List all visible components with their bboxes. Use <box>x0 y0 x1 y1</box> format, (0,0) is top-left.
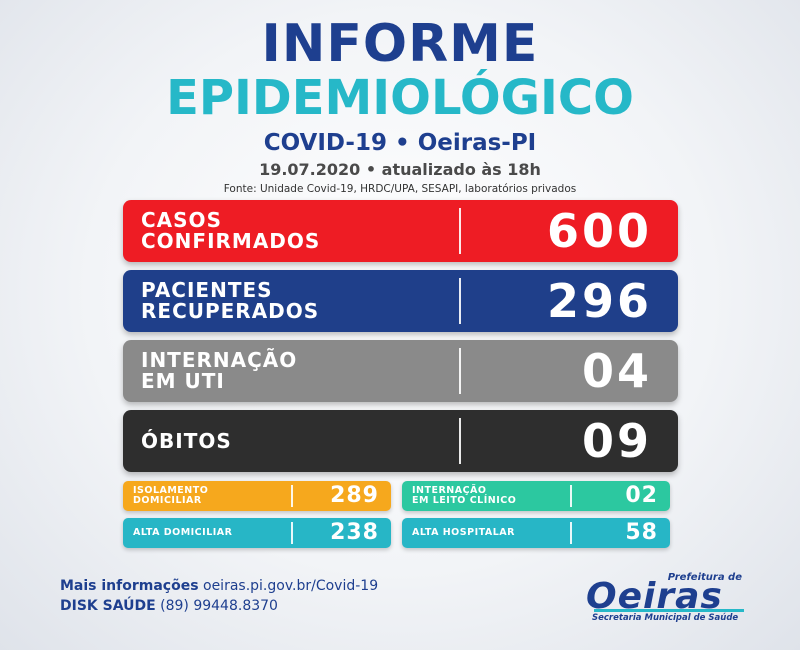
data-source: Fonte: Unidade Covid-19, HRDC/UPA, SESAP… <box>223 183 577 195</box>
stat-value: 09 <box>581 414 652 468</box>
logo-underline <box>594 609 744 612</box>
stat-card-deaths: ÓBITOS 09 <box>123 410 678 472</box>
stat-label-line1: ÓBITOS <box>141 428 232 453</box>
stat-label-line2: DOMICILIAR <box>133 495 202 506</box>
stat-card-home-isolation: ISOLAMENTO DOMICILIAR 289 <box>123 481 391 511</box>
divider <box>459 348 461 394</box>
stat-label: INTERNAÇÃO EM LEITO CLÍNICO <box>412 481 577 511</box>
stat-label: ÓBITOS <box>141 410 461 472</box>
stat-label-line1: ISOLAMENTO <box>133 485 209 496</box>
stat-value: 238 <box>330 520 379 545</box>
stat-card-home-discharge: ALTA DOMICILIAR 238 <box>123 518 391 548</box>
prefeitura-logo: Prefeitura de Oeiras Secretaria Municipa… <box>586 568 746 628</box>
header: INFORME EPIDEMIOLÓGICO COVID-19 • Oeiras… <box>0 18 800 196</box>
stat-card-clinical-bed: INTERNAÇÃO EM LEITO CLÍNICO 02 <box>402 481 670 511</box>
stat-label-line1: CASOS <box>141 208 222 232</box>
stat-value: 02 <box>625 483 658 508</box>
more-info-label: Mais informações <box>60 578 199 594</box>
divider <box>459 278 461 324</box>
divider <box>570 485 572 507</box>
title-informe: INFORME <box>261 14 539 74</box>
stat-label-line2: RECUPERADOS <box>141 299 320 323</box>
stat-card-confirmed: CASOS CONFIRMADOS 600 <box>123 200 678 262</box>
update-date: 19.07.2020 • atualizado às 18h <box>259 160 541 179</box>
stat-label: INTERNAÇÃO EM UTI <box>141 340 461 402</box>
more-info-line: Mais informações oeiras.pi.gov.br/Covid-… <box>60 576 378 596</box>
divider <box>291 485 293 507</box>
footer-info: Mais informações oeiras.pi.gov.br/Covid-… <box>60 576 378 616</box>
logo-top-text: Prefeitura de <box>667 572 742 583</box>
stat-label-line1: INTERNAÇÃO <box>141 348 298 372</box>
stat-value: 600 <box>546 204 652 258</box>
disk-saude-line: DISK SAÚDE (89) 99448.8370 <box>60 596 378 616</box>
divider <box>291 522 293 544</box>
logo-bottom-text: Secretaria Municipal de Saúde <box>592 613 739 623</box>
stat-label: PACIENTES RECUPERADOS <box>141 270 461 332</box>
stat-label: ALTA DOMICILIAR <box>133 518 298 548</box>
stat-value: 289 <box>330 483 379 508</box>
divider <box>459 208 461 254</box>
stat-label: CASOS CONFIRMADOS <box>141 200 461 262</box>
stat-label-line2: EM LEITO CLÍNICO <box>412 495 517 506</box>
stat-label: ISOLAMENTO DOMICILIAR <box>133 481 298 511</box>
stat-value: 58 <box>625 520 658 545</box>
disk-saude-phone: (89) 99448.8370 <box>160 598 278 614</box>
more-info-url[interactable]: oeiras.pi.gov.br/Covid-19 <box>203 578 379 594</box>
disk-saude-label: DISK SAÚDE <box>60 598 156 614</box>
divider <box>459 418 461 464</box>
stat-label-line2: CONFIRMADOS <box>141 229 321 253</box>
stat-label-line1: INTERNAÇÃO <box>412 485 487 496</box>
stat-label-line1: PACIENTES <box>141 278 273 302</box>
stat-label: ALTA HOSPITALAR <box>412 518 577 548</box>
stat-value: 04 <box>581 344 652 398</box>
stat-label-line2: EM UTI <box>141 369 225 393</box>
stat-card-recovered: PACIENTES RECUPERADOS 296 <box>123 270 678 332</box>
subtitle: COVID-19 • Oeiras-PI <box>263 130 537 156</box>
stat-label-line1: ALTA HOSPITALAR <box>412 527 515 538</box>
divider <box>570 522 572 544</box>
title-epidemiologico: EPIDEMIOLÓGICO <box>166 70 634 126</box>
stat-value: 296 <box>546 274 652 328</box>
stat-card-hospital-discharge: ALTA HOSPITALAR 58 <box>402 518 670 548</box>
stat-label-line1: ALTA DOMICILIAR <box>133 527 233 538</box>
stat-card-icu: INTERNAÇÃO EM UTI 04 <box>123 340 678 402</box>
